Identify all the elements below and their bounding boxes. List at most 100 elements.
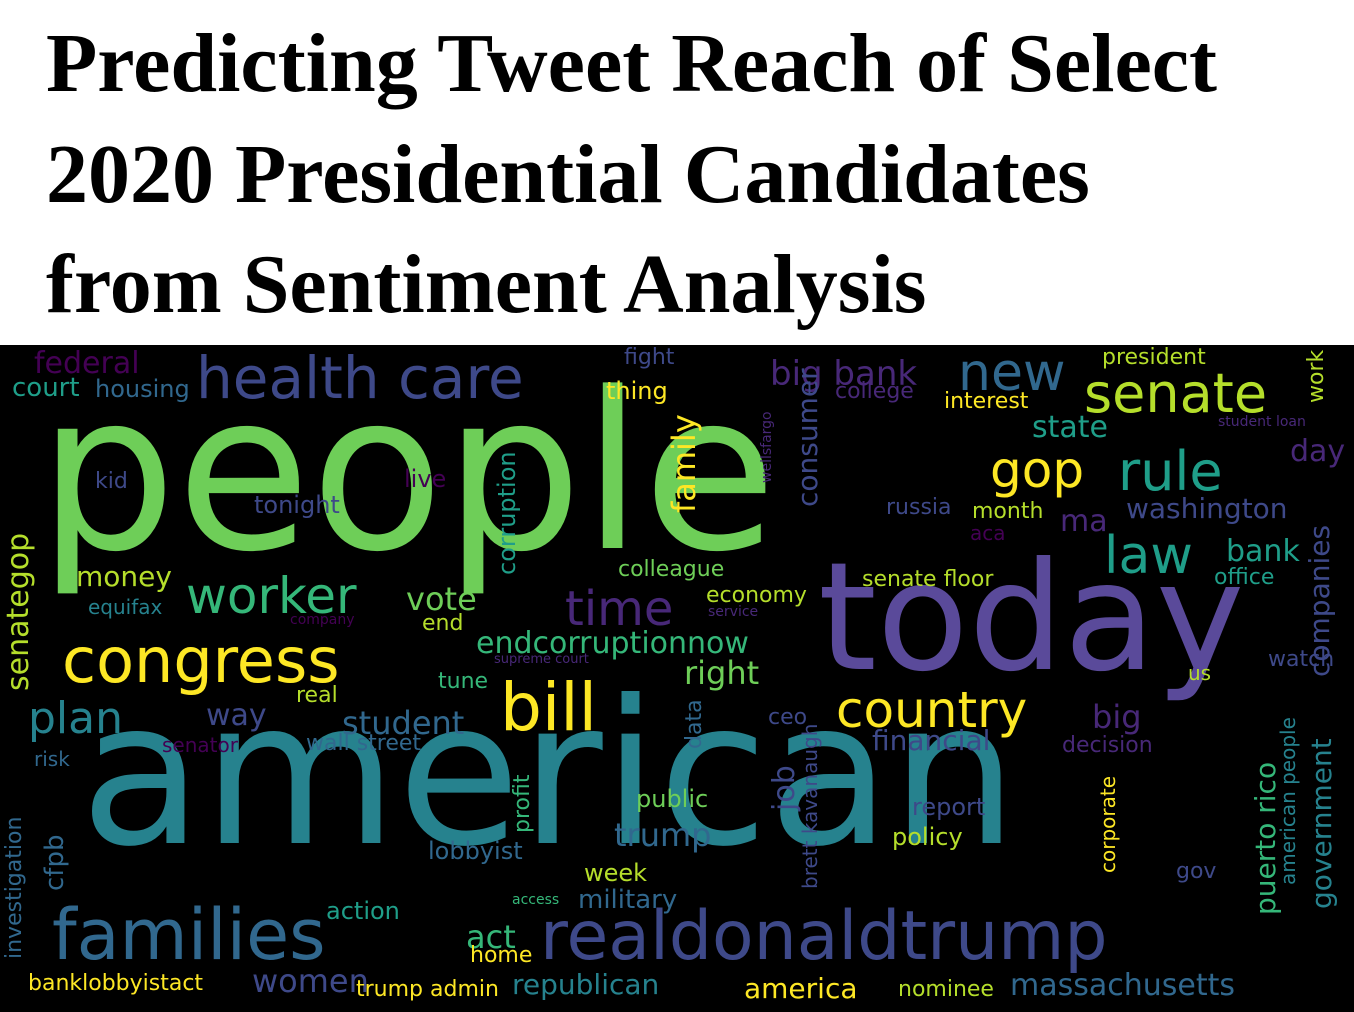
word-vote: vote bbox=[406, 580, 477, 618]
word-us: us bbox=[1188, 661, 1212, 685]
word-country: country bbox=[836, 681, 1028, 739]
word-way: way bbox=[206, 698, 267, 733]
word-cfpb: cfpb bbox=[40, 834, 70, 891]
title-line-2: 2020 Presidential Candidates bbox=[46, 128, 1090, 221]
word-action: action bbox=[326, 897, 400, 925]
word-bank: bank bbox=[1226, 534, 1300, 569]
word-report: report bbox=[912, 793, 986, 821]
word-trump-admin: trump admin bbox=[356, 977, 499, 1002]
word-investigation: investigation bbox=[2, 816, 27, 959]
word-public: public bbox=[636, 785, 709, 813]
word-corporate: corporate bbox=[1096, 775, 1120, 873]
word-money: money bbox=[76, 560, 172, 593]
title-block: Predicting Tweet Reach of Select 2020 Pr… bbox=[0, 0, 1354, 345]
word-week: week bbox=[584, 859, 648, 887]
word-student-loan: student loan bbox=[1218, 414, 1306, 430]
word-court: court bbox=[12, 373, 80, 403]
word-big: big bbox=[1092, 698, 1142, 736]
word-bill: bill bbox=[500, 669, 597, 746]
word-interest: interest bbox=[944, 389, 1029, 414]
word-tune: tune bbox=[438, 669, 489, 694]
word-rule: rule bbox=[1118, 440, 1223, 503]
word-act: act bbox=[466, 918, 516, 956]
word-law: law bbox=[1104, 526, 1193, 586]
word-live: live bbox=[404, 465, 447, 493]
word-student: student bbox=[342, 704, 465, 742]
word-corruption: corruption bbox=[493, 451, 521, 575]
word-congress: congress bbox=[62, 624, 340, 697]
word-senategop: senategop bbox=[1, 532, 36, 691]
word-american-people: american people bbox=[1276, 717, 1300, 885]
word-supreme-court: supreme court bbox=[494, 652, 589, 667]
word-people: people bbox=[38, 347, 777, 600]
word-women: women bbox=[252, 962, 369, 1000]
word-washington: washington bbox=[1126, 492, 1288, 525]
word-work: work bbox=[1304, 349, 1329, 403]
word-plan: plan bbox=[28, 693, 124, 744]
word-colleague: colleague bbox=[618, 557, 725, 582]
word-equifax: equifax bbox=[88, 595, 163, 619]
word-profit: profit bbox=[510, 774, 535, 833]
word-risk: risk bbox=[34, 747, 70, 771]
word-real: real bbox=[296, 683, 338, 708]
word-policy: policy bbox=[892, 823, 963, 851]
word-lobbyist: lobbyist bbox=[428, 837, 523, 865]
word-president: president bbox=[1102, 345, 1206, 370]
word-right: right bbox=[684, 654, 760, 692]
word-state: state bbox=[1032, 410, 1108, 445]
word-new: new bbox=[958, 345, 1066, 403]
word-month: month bbox=[972, 499, 1044, 524]
word-wall-street: wall street bbox=[306, 731, 422, 756]
word-cloud: people american today families realdonal… bbox=[0, 345, 1354, 1012]
word-fight: fight bbox=[624, 345, 675, 370]
word-families: families bbox=[52, 894, 326, 976]
word-health-care: health care bbox=[196, 345, 524, 412]
word-senator: senator bbox=[162, 733, 238, 757]
word-economy: economy bbox=[706, 583, 807, 608]
title-line-1: Predicting Tweet Reach of Select bbox=[46, 17, 1217, 110]
word-military: military bbox=[578, 885, 678, 915]
word-watch: watch bbox=[1268, 647, 1335, 672]
word-brett-kavanaugh: brett kavanaugh bbox=[798, 723, 822, 889]
word-day: day bbox=[1290, 434, 1346, 469]
word-aca: aca bbox=[970, 521, 1006, 545]
word-tonight: tonight bbox=[254, 491, 340, 519]
word-endcorruptionnow: endcorruptionnow bbox=[476, 626, 749, 661]
word-worker: worker bbox=[186, 567, 357, 625]
word-college: college bbox=[835, 379, 914, 404]
word-company: company bbox=[290, 612, 355, 628]
word-time: time bbox=[565, 581, 674, 637]
word-russia: russia bbox=[886, 495, 952, 520]
word-access: access bbox=[512, 892, 560, 908]
word-data: data bbox=[682, 699, 707, 749]
word-trump: trump bbox=[614, 816, 712, 854]
word-financial: financial bbox=[872, 724, 991, 757]
word-big-bank: big bank bbox=[770, 354, 918, 394]
word-american: american bbox=[80, 658, 1018, 891]
word-office: office bbox=[1214, 565, 1275, 590]
word-realdonaldtrump: realdonaldtrump bbox=[540, 897, 1108, 976]
word-senate: senate bbox=[1084, 362, 1268, 425]
word-home: home bbox=[470, 943, 533, 968]
word-senate-floor: senate floor bbox=[862, 567, 994, 592]
word-wellsfargo: wellsfargo bbox=[759, 411, 775, 483]
word-gov: gov bbox=[1176, 859, 1217, 884]
word-decision: decision bbox=[1062, 733, 1153, 758]
word-job: job bbox=[767, 765, 802, 811]
word-consumer: consumer bbox=[791, 368, 824, 507]
title-line-3: from Sentiment Analysis bbox=[46, 238, 927, 331]
word-family: family bbox=[665, 414, 703, 513]
word-gop: gop bbox=[990, 441, 1085, 499]
word-thing: thing bbox=[606, 377, 668, 405]
word-today: today bbox=[818, 531, 1245, 705]
word-massachusetts: massachusetts bbox=[1010, 968, 1236, 1003]
word-republican: republican bbox=[512, 968, 660, 1001]
word-housing: housing bbox=[95, 375, 190, 403]
word-government: government bbox=[1305, 738, 1338, 909]
word-kid: kid bbox=[95, 469, 128, 494]
word-ceo: ceo bbox=[768, 705, 808, 730]
word-nominee: nominee bbox=[898, 977, 994, 1002]
word-america: america bbox=[744, 972, 858, 1005]
word-banklobbyistact: banklobbyistact bbox=[28, 971, 204, 996]
word-service: service bbox=[708, 604, 759, 620]
